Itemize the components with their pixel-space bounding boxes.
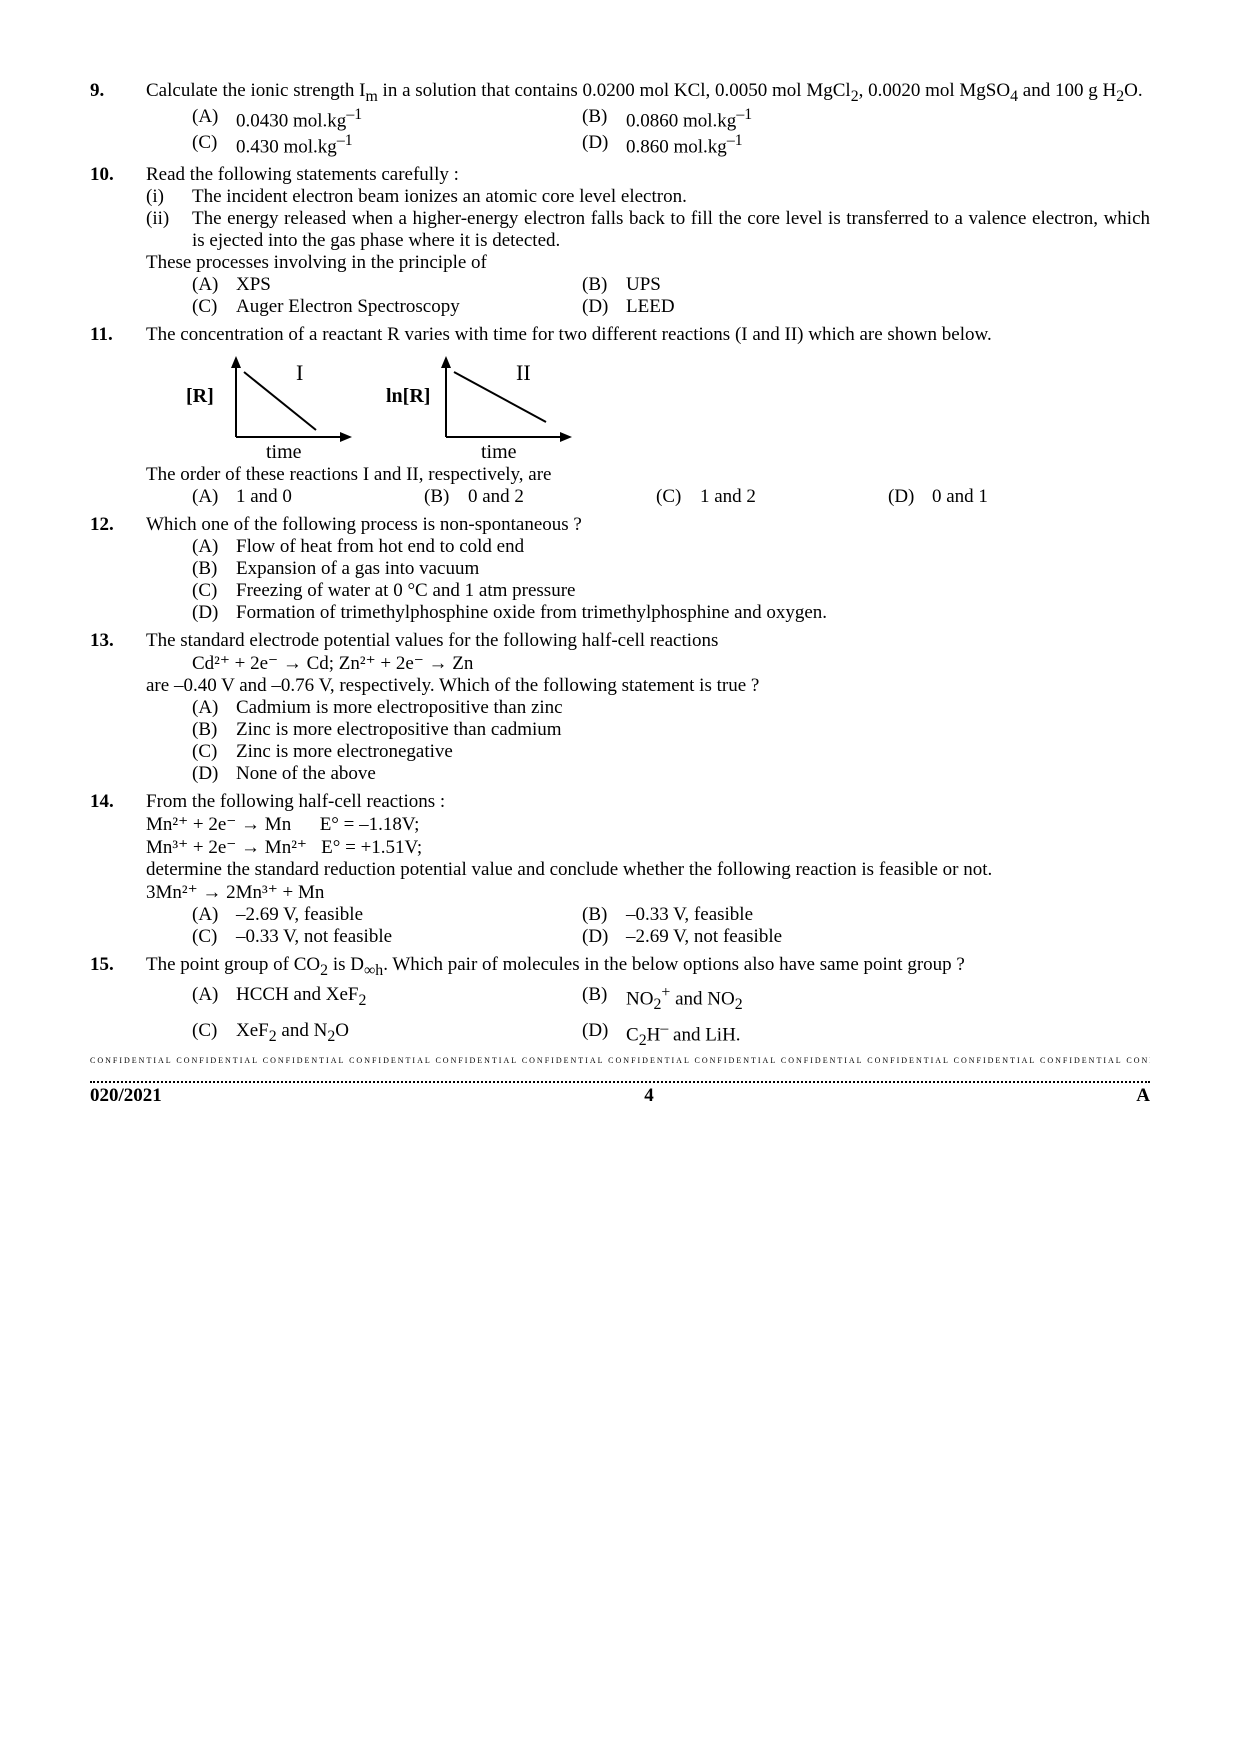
q9-options-2: (C)0.430 mol.kg–1 (D)0.860 mol.kg–1 [192,132,1150,158]
q11-opt-d: 0 and 1 [932,486,988,508]
q14-number: 14. [90,791,146,948]
q13-text: The standard electrode potential values … [146,630,1150,652]
q12-opt-a: Flow of heat from hot end to cold end [236,536,524,558]
g1-title: I [296,360,303,385]
g1-xlabel: time [266,441,302,462]
q12-opt-b: Expansion of a gas into vacuum [236,558,479,580]
q11-number: 11. [90,324,146,508]
q10-opt-a: XPS [236,274,271,296]
q14-body: From the following half-cell reactions :… [146,791,1150,948]
g2-title: II [516,360,531,385]
q10-opt-c: Auger Electron Spectroscopy [236,296,460,318]
q12-opt-c: Freezing of water at 0 °C and 1 atm pres… [236,580,575,602]
q15-body: The point group of CO2 is D∞h. Which pai… [146,954,1150,1050]
q14-opt-d: –2.69 V, not feasible [626,926,782,948]
question-11: 11. The concentration of a reactant R va… [90,324,1150,508]
q10-options-2: (C)Auger Electron Spectroscopy (D)LEED [192,296,1150,318]
q9-text: Calculate the ionic strength Im in a sol… [146,80,1143,101]
label-a: (A) [192,106,236,132]
q14-opt-a: –2.69 V, feasible [236,904,363,926]
question-15: 15. The point group of CO2 is D∞h. Which… [90,954,1150,1050]
label-d: (D) [582,132,626,158]
q13-opt-b: Zinc is more electropositive than cadmiu… [236,719,562,741]
q11-opt-a: 1 and 0 [236,486,292,508]
q11-after: The order of these reactions I and II, r… [146,464,1150,486]
footer-center: 4 [644,1085,654,1107]
q10-ii: (ii)The energy released when a higher-en… [146,208,1150,252]
q14-opt-c: –0.33 V, not feasible [236,926,392,948]
q11-options: (A)1 and 0 (B)0 and 2 (C)1 and 2 (D)0 an… [192,486,1150,508]
q15-options: (A)HCCH and XeF2 (B)NO2+ and NO2 [192,984,1150,1014]
q13-number: 13. [90,630,146,785]
q13-eq: Cd²⁺ + 2e⁻ → Cd; Zn²⁺ + 2e⁻ → Zn [192,652,1150,675]
page: 9. Calculate the ionic strength Im in a … [90,0,1150,1147]
q15-opt-a: HCCH and XeF2 [236,984,366,1014]
q10-body: Read the following statements carefully … [146,164,1150,318]
reaction-graphs: [R] I time ln[R] II time [186,352,606,462]
q13-options: (A)Cadmium is more electropositive than … [192,697,1150,785]
q9-opt-c: 0.430 mol.kg–1 [236,132,353,158]
q9-body: Calculate the ionic strength Im in a sol… [146,80,1150,158]
q9-options: (A)0.0430 mol.kg–1 (B)0.0860 mol.kg–1 [192,106,1150,132]
q13-opt-a: Cadmium is more electropositive than zin… [236,697,563,719]
q10-intro: Read the following statements carefully … [146,164,1150,186]
q12-options: (A)Flow of heat from hot end to cold end… [192,536,1150,624]
q14-eq2: Mn³⁺ + 2e⁻ → Mn²⁺ E° = +1.51V; [146,836,1150,859]
question-14: 14. From the following half-cell reactio… [90,791,1150,948]
q9-opt-a: 0.0430 mol.kg–1 [236,106,362,132]
q12-number: 12. [90,514,146,624]
label-b: (B) [582,106,626,132]
q13-text2: are –0.40 V and –0.76 V, respectively. W… [146,675,1150,697]
q14-options-2: (C)–0.33 V, not feasible (D)–2.69 V, not… [192,926,1150,948]
q11-body: The concentration of a reactant R varies… [146,324,1150,508]
q12-body: Which one of the following process is no… [146,514,1150,624]
question-9: 9. Calculate the ionic strength Im in a … [90,80,1150,158]
q9-opt-b: 0.0860 mol.kg–1 [626,106,752,132]
q14-text2: determine the standard reduction potenti… [146,859,1150,881]
footer-right: A [1136,1085,1150,1107]
q14-eq3: 3Mn²⁺ → 2Mn³⁺ + Mn [146,881,1150,904]
q15-options-2: (C)XeF2 and N2O (D)C2H– and LiH. [192,1020,1150,1050]
question-10: 10. Read the following statements carefu… [90,164,1150,318]
q10-number: 10. [90,164,146,318]
page-footer: 020/2021 4 A [90,1081,1150,1107]
q10-opt-b: UPS [626,274,661,296]
q15-opt-d: C2H– and LiH. [626,1020,741,1050]
q10-opt-d: LEED [626,296,675,318]
q10-i: (i)The incident electron beam ionizes an… [146,186,1150,208]
g2-ylabel: ln[R] [386,385,430,407]
confidential-line: CONFIDENTIAL CONFIDENTIAL CONFIDENTIAL C… [90,1057,1150,1065]
q14-eq1: Mn²⁺ + 2e⁻ → Mn E° = –1.18V; [146,813,1150,836]
q12-opt-d: Formation of trimethylphosphine oxide fr… [236,602,827,624]
footer-left: 020/2021 [90,1085,162,1107]
q12-text: Which one of the following process is no… [146,514,1150,536]
q15-number: 15. [90,954,146,1050]
g2-xlabel: time [481,441,517,462]
q15-text: The point group of CO2 is D∞h. Which pai… [146,954,1150,980]
q15-opt-c: XeF2 and N2O [236,1020,349,1050]
question-12: 12. Which one of the following process i… [90,514,1150,624]
q14-text: From the following half-cell reactions : [146,791,1150,813]
q14-options: (A)–2.69 V, feasible (B)–0.33 V, feasibl… [192,904,1150,926]
g1-ylabel: [R] [186,385,214,407]
q9-opt-d: 0.860 mol.kg–1 [626,132,743,158]
q11-opt-c: 1 and 2 [700,486,756,508]
q9-number: 9. [90,80,146,158]
question-13: 13. The standard electrode potential val… [90,630,1150,785]
q11-graphs: [R] I time ln[R] II time [186,352,1150,462]
label-c: (C) [192,132,236,158]
q13-body: The standard electrode potential values … [146,630,1150,785]
q13-opt-c: Zinc is more electronegative [236,741,453,763]
q15-opt-b: NO2+ and NO2 [626,984,743,1014]
q10-line3: These processes involving in the princip… [146,252,1150,274]
q11-opt-b: 0 and 2 [468,486,524,508]
q13-opt-d: None of the above [236,763,376,785]
q11-text: The concentration of a reactant R varies… [146,324,1150,346]
q10-options: (A)XPS (B)UPS [192,274,1150,296]
q14-opt-b: –0.33 V, feasible [626,904,753,926]
